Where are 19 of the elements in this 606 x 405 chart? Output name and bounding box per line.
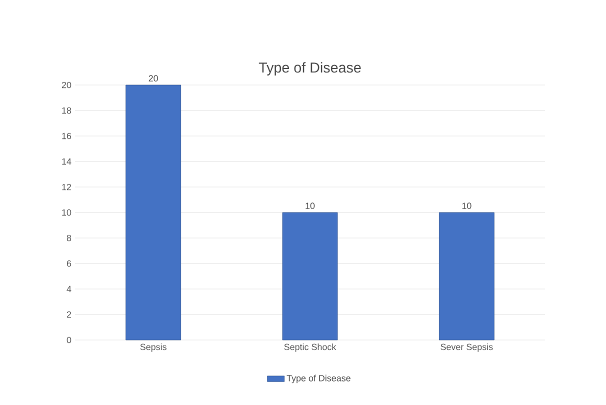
y-tick-label: 18 [62, 107, 72, 114]
y-tick-label: 12 [62, 184, 72, 190]
y-tick-label: 10 [62, 209, 72, 216]
y-tick-label: 2 [66, 311, 72, 318]
chart-title: Type of Disease [258, 62, 361, 76]
y-tick-label: 6 [66, 260, 72, 267]
legend-label: Type of Disease [286, 374, 350, 384]
data-label: 10 [462, 202, 472, 209]
y-tick-label: 20 [62, 82, 72, 88]
y-tick-label: 8 [66, 234, 72, 242]
x-tick-label: Sever Sepsis [440, 344, 493, 352]
y-tick-label: 0 [66, 336, 72, 344]
data-label: 20 [148, 75, 158, 82]
y-tick-label: 16 [62, 132, 72, 140]
x-tick-label: Septic Shock [284, 344, 336, 352]
data-label: 10 [306, 202, 315, 209]
x-tick-label: Sepsis [140, 344, 166, 352]
y-tick-label: 4 [66, 286, 72, 292]
y-tick-label: 14 [62, 158, 72, 165]
